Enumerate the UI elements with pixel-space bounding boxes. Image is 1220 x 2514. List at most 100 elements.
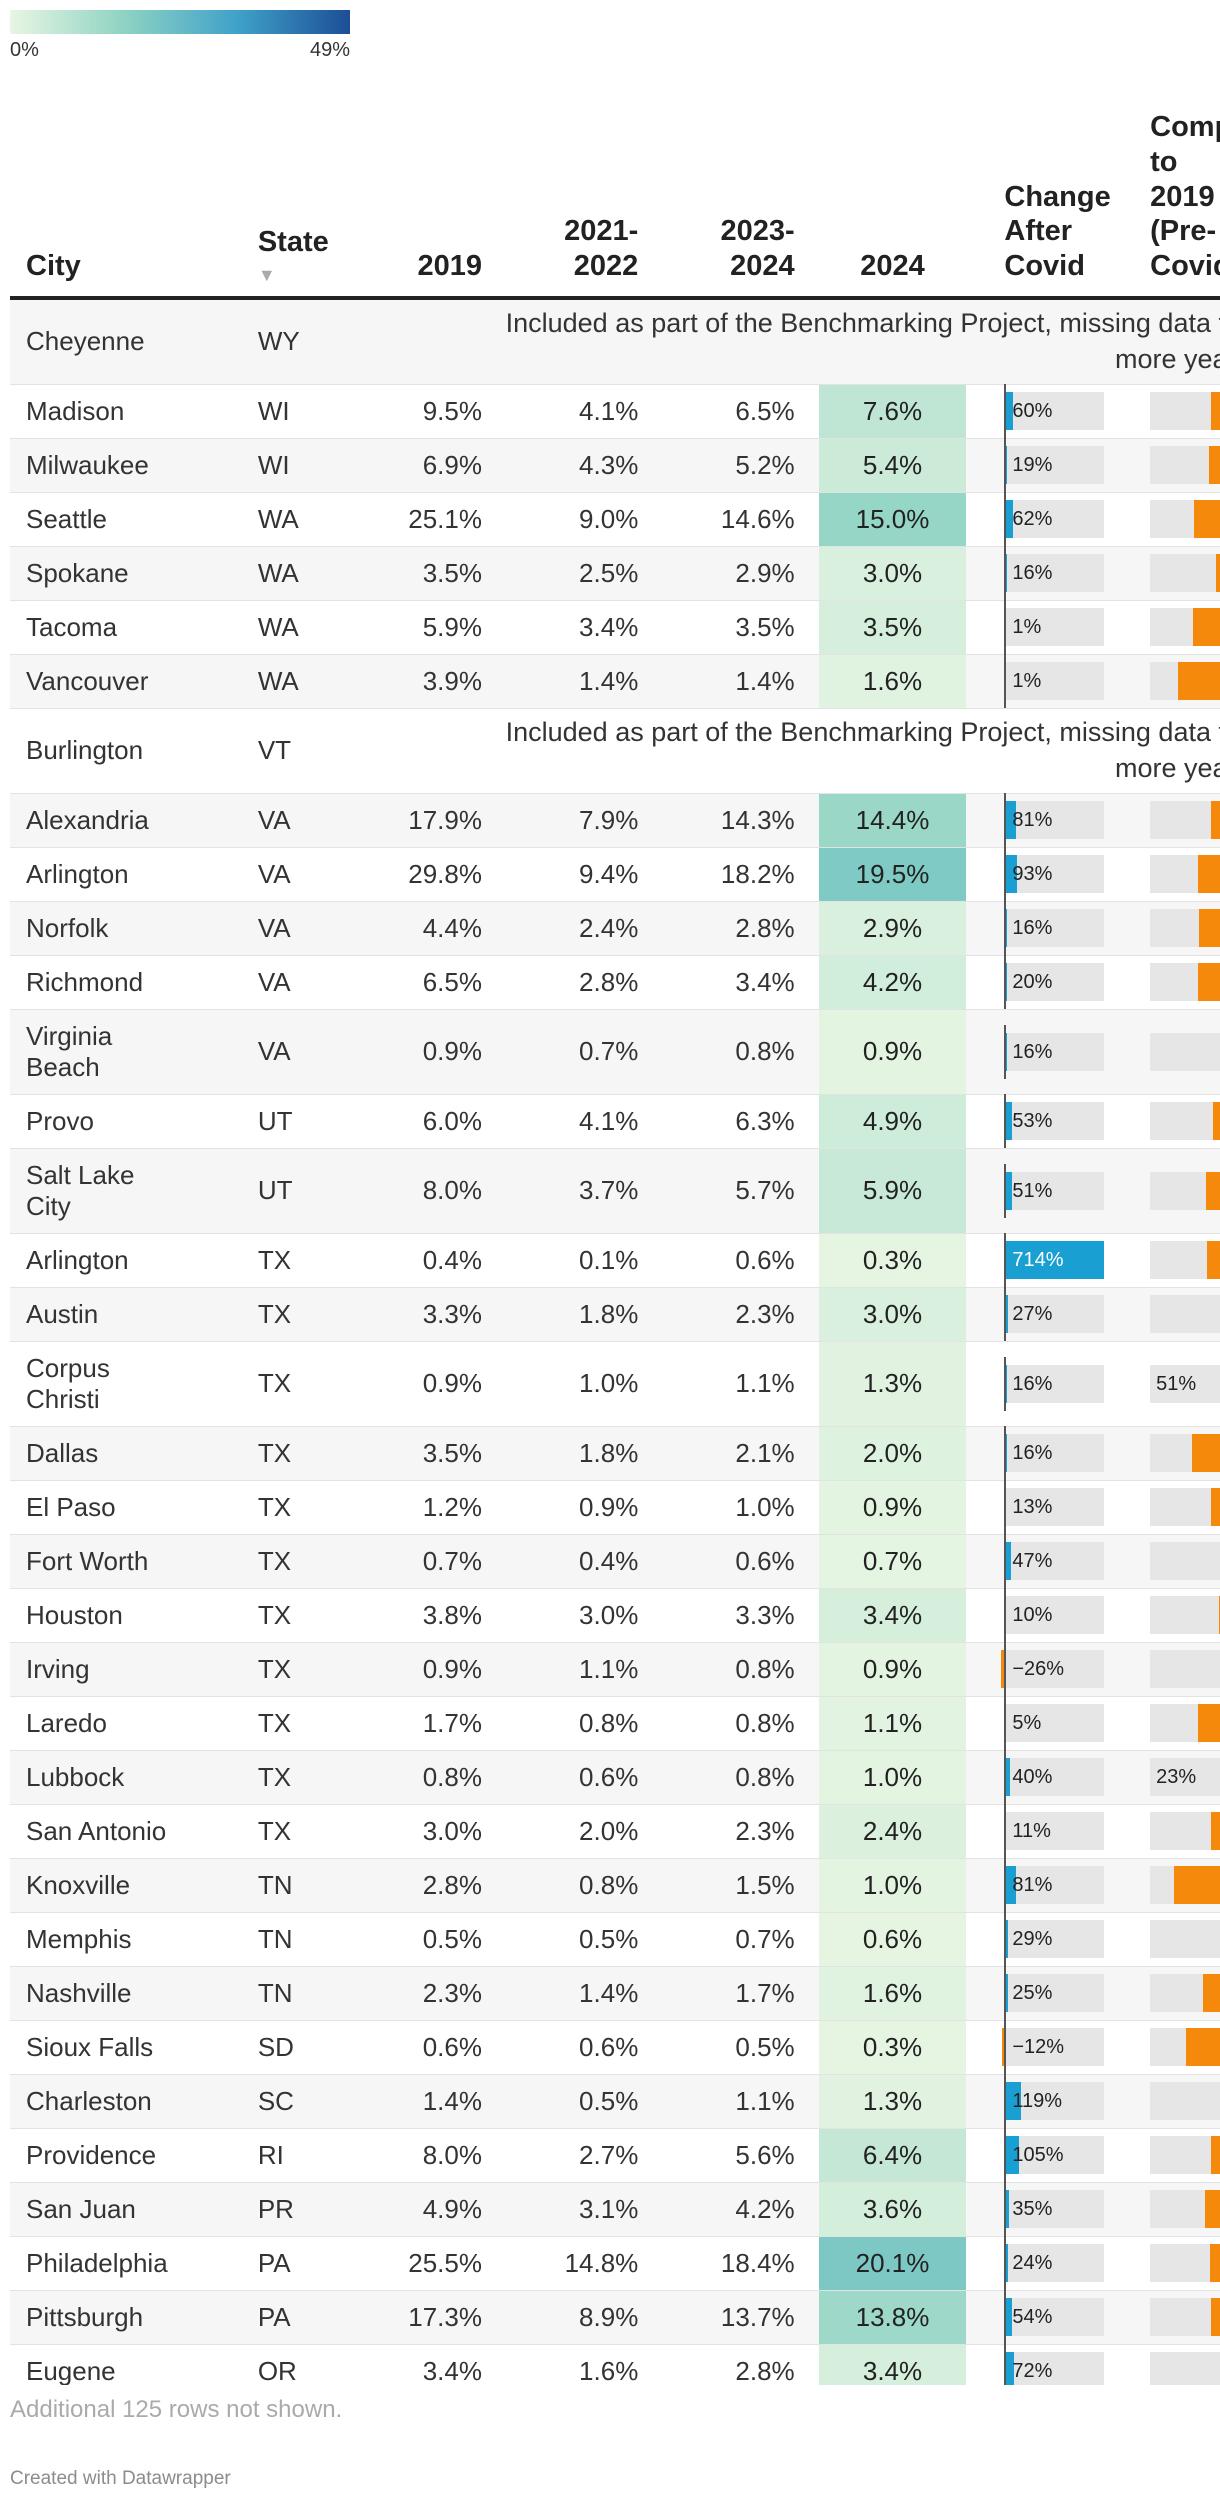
header-compared-to-2019[interactable]: Comparedto 2019(Pre-Covid): [1142, 110, 1220, 300]
change-bar-axis: [1004, 1696, 1007, 1751]
compare-bar-track: [1150, 392, 1220, 431]
change-bar: [1004, 1542, 1011, 1581]
compare-bar-track: [1150, 1596, 1220, 1635]
header-2021-2022[interactable]: 2021- 2022: [505, 110, 663, 300]
change-value-label: 51%: [1012, 1179, 1053, 1202]
change-bar-track: 60%: [1004, 384, 1105, 439]
compare-bar-track: [1150, 608, 1220, 647]
cell-state: WI: [241, 384, 350, 439]
cell-y2122: 0.7%: [505, 1009, 663, 1095]
cell-y2324: 1.0%: [662, 1480, 819, 1535]
cell-y2122: 9.0%: [505, 492, 663, 547]
table-row: Virginia Beach VA 0.9% 0.7% 0.8% 0.9% 16%: [10, 1009, 1220, 1095]
cell-y2324: 1.4%: [662, 654, 819, 709]
change-value-label: 93%: [1012, 863, 1053, 886]
compare-bar: [1198, 855, 1220, 894]
cell-change-after-covid: 51%: [966, 1148, 1143, 1234]
cell-y2019: 29.8%: [349, 847, 506, 902]
cell-city: Arlington: [10, 1233, 242, 1288]
compare-bar-track: [1150, 909, 1220, 948]
cell-compared-to-2019: [1142, 438, 1220, 493]
cell-compared-to-2019: 51%: [1142, 1341, 1220, 1427]
change-bar-axis: [1004, 438, 1007, 493]
compare-bar-track: [1150, 2298, 1220, 2337]
cell-2024: 15.0%: [818, 492, 967, 547]
cell-2024: 1.0%: [818, 1858, 967, 1913]
cell-2024: 5.4%: [818, 438, 967, 493]
cell-city: Irving: [10, 1642, 242, 1697]
cell-state: OR: [241, 2344, 350, 2385]
compare-bar-track: [1150, 500, 1220, 539]
legend-min-label: 0%: [10, 39, 39, 61]
table-row: El Paso TX 1.2% 0.9% 1.0% 0.9% 13%: [10, 1480, 1220, 1535]
compare-bar: [1210, 2244, 1220, 2283]
cell-city: Pittsburgh: [10, 2290, 242, 2345]
cell-y2019: 0.4%: [349, 1233, 506, 1288]
change-bar-track: 81%: [1004, 1858, 1105, 1913]
change-value-label: 29%: [1012, 1928, 1053, 1951]
change-bar: [1004, 1866, 1016, 1905]
cell-2024: 1.6%: [818, 1966, 967, 2021]
change-value-label: 53%: [1012, 1110, 1053, 1133]
cell-y2324: 0.6%: [662, 1233, 819, 1288]
cell-state: WI: [241, 438, 350, 493]
cell-city: Fort Worth: [10, 1534, 242, 1589]
cell-state: WA: [241, 654, 350, 709]
sort-desc-icon[interactable]: ▼: [257, 264, 276, 285]
change-value-label: 35%: [1012, 2198, 1053, 2221]
cell-y2019: 1.4%: [349, 2074, 506, 2129]
table-row: Arlington TX 0.4% 0.1% 0.6% 0.3% 714%: [10, 1233, 1220, 1288]
compare-bar: [1206, 1241, 1220, 1280]
cell-change-after-covid: 54%: [966, 2290, 1143, 2345]
cell-y2122: 0.5%: [505, 1912, 663, 1967]
change-bar: [1004, 855, 1018, 894]
cell-missing-note: Included as part of the Benchmarking Pro…: [349, 708, 1220, 794]
cell-y2122: 1.4%: [505, 1966, 663, 2021]
cell-y2324: 2.8%: [662, 2344, 819, 2385]
change-bar-axis: [1004, 1024, 1007, 1079]
header-2024[interactable]: 2024: [818, 110, 967, 300]
cell-y2019: 9.5%: [349, 384, 506, 439]
header-state[interactable]: State ▼: [241, 110, 350, 300]
table-row: Arlington VA 29.8% 9.4% 18.2% 19.5% 93%: [10, 847, 1220, 902]
cell-y2122: 1.1%: [505, 1642, 663, 1697]
compare-bar: [1194, 500, 1220, 539]
cell-compared-to-2019: [1142, 1287, 1220, 1342]
table-row: Memphis TN 0.5% 0.5% 0.7% 0.6% 29%: [10, 1912, 1220, 1967]
compare-bar-track: [1150, 801, 1220, 840]
header-2019[interactable]: 2019: [349, 110, 506, 300]
change-bar: [1004, 1171, 1012, 1210]
change-bar-axis: [1004, 955, 1007, 1010]
header-city[interactable]: City: [10, 110, 242, 300]
compare-bar-track: [1150, 2136, 1220, 2175]
change-value-label: 5%: [1012, 1712, 1042, 1735]
cell-y2122: 1.8%: [505, 1287, 663, 1342]
change-bar-axis: [1004, 2128, 1007, 2183]
cell-y2019: 25.5%: [349, 2236, 506, 2291]
cell-2024: 3.4%: [818, 1588, 967, 1643]
cell-state: TX: [241, 1426, 350, 1481]
cell-y2122: 0.5%: [505, 2074, 663, 2129]
table-row: Alexandria VA 17.9% 7.9% 14.3% 14.4% 81%: [10, 793, 1220, 848]
change-bar-track: 119%: [1004, 2074, 1105, 2129]
cell-y2019: 0.7%: [349, 1534, 506, 1589]
cell-y2019: 2.3%: [349, 1966, 506, 2021]
change-bar-track: 29%: [1004, 1912, 1105, 1967]
cell-2024: 6.4%: [818, 2128, 967, 2183]
datawrapper-credit[interactable]: Created with Datawrapper: [10, 2468, 231, 2489]
compare-bar-track: [1150, 1866, 1220, 1905]
cell-y2324: 0.7%: [662, 1912, 819, 1967]
cell-city: Provo: [10, 1094, 242, 1149]
table-row: Dallas TX 3.5% 1.8% 2.1% 2.0% 16%: [10, 1426, 1220, 1481]
cell-state: TX: [241, 1341, 350, 1427]
cell-state: TN: [241, 1858, 350, 1913]
change-bar-track: 10%: [1004, 1588, 1105, 1643]
header-2023-2024[interactable]: 2023- 2024: [662, 110, 819, 300]
header-change-after-covid[interactable]: Change After Covid: [966, 110, 1143, 300]
change-bar-track: 16%: [1004, 1426, 1105, 1481]
compare-bar-track: [1150, 446, 1220, 485]
cell-change-after-covid: 5%: [966, 1696, 1143, 1751]
cell-city: El Paso: [10, 1480, 242, 1535]
cell-compared-to-2019: [1142, 1696, 1220, 1751]
cell-change-after-covid: 81%: [966, 1858, 1143, 1913]
